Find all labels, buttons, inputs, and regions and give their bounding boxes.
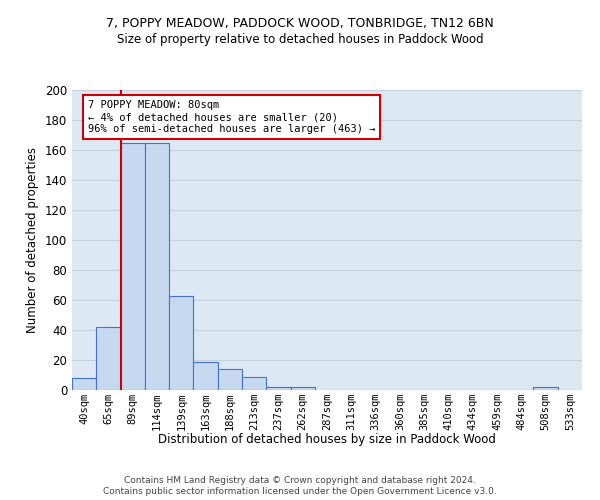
Text: Contains public sector information licensed under the Open Government Licence v3: Contains public sector information licen… (103, 488, 497, 496)
Bar (169, 296, 193, 390)
Text: 7 POPPY MEADOW: 80sqm
← 4% of detached houses are smaller (20)
96% of semi-detac: 7 POPPY MEADOW: 80sqm ← 4% of detached h… (88, 100, 375, 134)
Bar (242, 376, 266, 390)
Bar (72, 378, 96, 390)
Text: Contains HM Land Registry data © Crown copyright and database right 2024.: Contains HM Land Registry data © Crown c… (124, 476, 476, 485)
Bar (533, 387, 558, 390)
Bar (290, 387, 315, 390)
Text: Size of property relative to detached houses in Paddock Wood: Size of property relative to detached ho… (116, 32, 484, 46)
Bar (121, 142, 145, 390)
Bar (96, 327, 121, 390)
Bar (218, 369, 242, 390)
Bar (145, 142, 169, 390)
Bar (266, 387, 290, 390)
Y-axis label: Number of detached properties: Number of detached properties (26, 147, 39, 333)
Text: 7, POPPY MEADOW, PADDOCK WOOD, TONBRIDGE, TN12 6BN: 7, POPPY MEADOW, PADDOCK WOOD, TONBRIDGE… (106, 18, 494, 30)
Text: Distribution of detached houses by size in Paddock Wood: Distribution of detached houses by size … (158, 432, 496, 446)
Bar (193, 362, 218, 390)
